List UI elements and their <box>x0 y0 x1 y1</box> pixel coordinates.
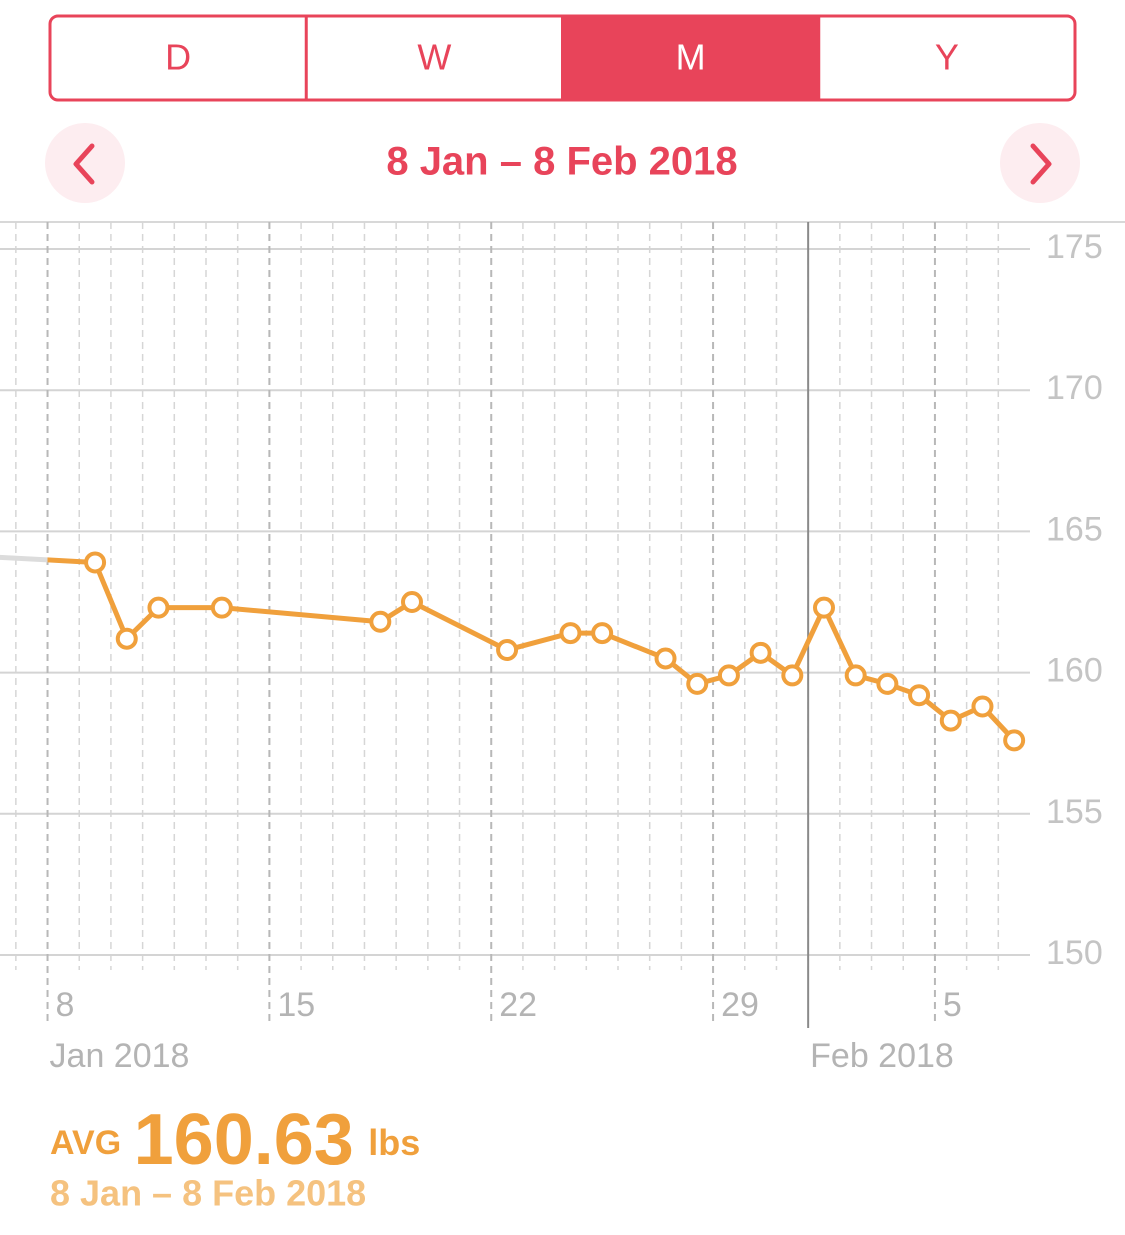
avg-summary: AVG 160.63 lbs <box>50 1100 420 1180</box>
y-tick-label: 160 <box>1046 652 1103 690</box>
next-button[interactable] <box>1000 123 1080 203</box>
data-point <box>210 596 233 619</box>
data-point <box>876 672 899 695</box>
segment-label[interactable]: M <box>676 37 706 78</box>
segment-label[interactable]: W <box>417 37 451 78</box>
data-point <box>559 622 582 645</box>
data-point <box>686 672 709 695</box>
prev-button[interactable] <box>45 123 125 203</box>
month-label: Jan 2018 <box>50 1037 190 1075</box>
avg-value: 160.63 <box>134 1100 354 1180</box>
x-tick-label: 15 <box>277 986 315 1024</box>
y-tick-label: 165 <box>1046 510 1103 548</box>
data-point <box>147 596 170 619</box>
data-point <box>939 709 962 732</box>
data-point <box>908 684 931 707</box>
next-chevron <box>1030 143 1052 185</box>
data-point <box>369 610 392 633</box>
data-point <box>654 647 677 670</box>
y-tick-label: 155 <box>1046 793 1103 831</box>
data-point <box>813 596 835 619</box>
prev-chevron <box>73 143 95 185</box>
series-line <box>47 557 1016 743</box>
data-point <box>717 664 740 687</box>
segment-label[interactable]: Y <box>935 37 959 78</box>
data-point <box>844 664 867 687</box>
date-range: 8 Jan – 8 Feb 2018 <box>386 140 737 184</box>
segment-selected-bg <box>562 16 819 100</box>
data-point <box>781 664 804 687</box>
month-label: Feb 2018 <box>810 1037 954 1075</box>
data-point <box>84 551 107 574</box>
segment-label[interactable]: D <box>165 37 191 78</box>
x-tick-label: 5 <box>943 986 962 1024</box>
avg-label: AVG <box>50 1124 121 1162</box>
data-point <box>401 591 423 613</box>
data-point <box>1003 729 1026 752</box>
data-point <box>591 622 614 645</box>
data-point <box>496 639 519 662</box>
x-tick-label: 29 <box>721 986 759 1024</box>
avg-range: 8 Jan – 8 Feb 2018 <box>50 1173 366 1214</box>
y-tick-label: 175 <box>1046 228 1103 266</box>
x-tick-label: 8 <box>56 986 75 1024</box>
x-tick-label: 22 <box>499 986 537 1024</box>
y-tick-label: 150 <box>1046 934 1103 972</box>
data-point <box>115 627 138 650</box>
data-point <box>749 641 772 664</box>
data-point <box>971 695 994 718</box>
y-tick-label: 170 <box>1046 369 1103 407</box>
segment-border <box>48 14 1077 102</box>
avg-unit: lbs <box>368 1122 420 1163</box>
chart: 150 155 160 165 170 175 8 15 22 29 5 Jan 2018 Feb 20… <box>0 222 1103 1075</box>
